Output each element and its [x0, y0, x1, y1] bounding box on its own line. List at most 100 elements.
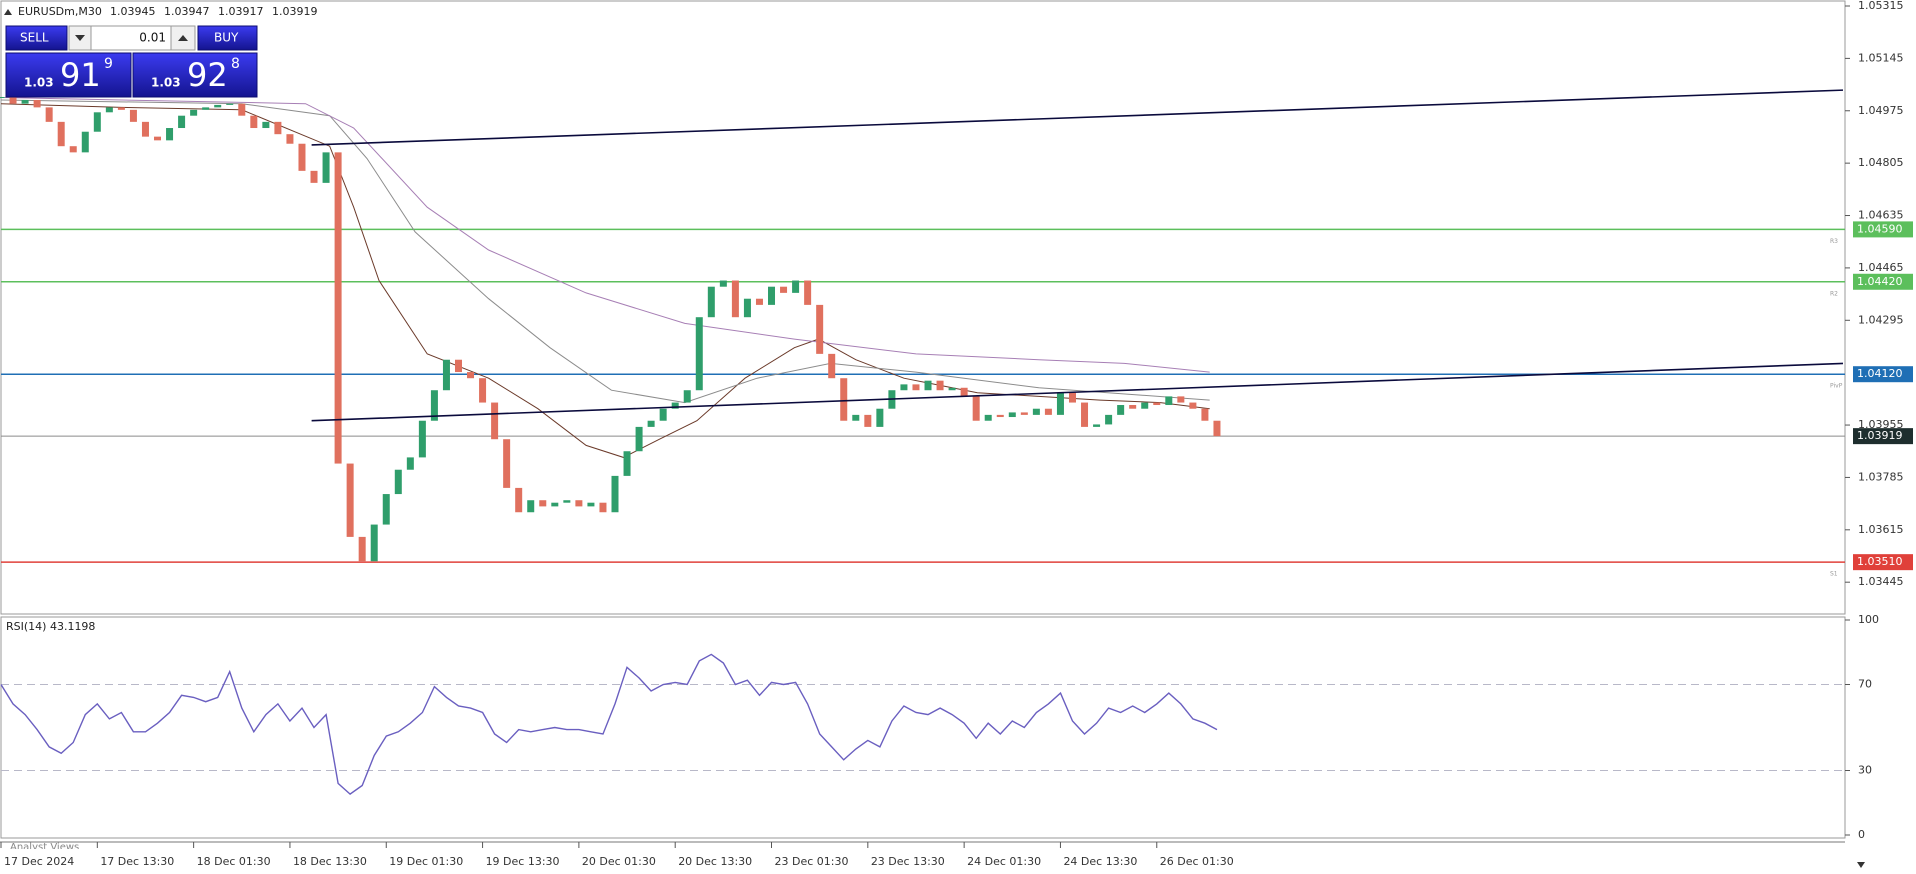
candle: [178, 115, 186, 129]
y-tick-label: 1.04805: [1858, 156, 1904, 169]
moving-average: [0, 97, 1210, 373]
level-label-box: [1853, 273, 1913, 290]
moving-average: [0, 99, 1210, 404]
candle: [1153, 402, 1161, 406]
x-tick-label: 18 Dec 01:30: [197, 855, 271, 868]
y-tick-label: 1.05315: [1858, 0, 1904, 12]
candle: [1044, 408, 1052, 415]
candle: [599, 502, 607, 513]
y-tick-label: 1.04465: [1858, 261, 1904, 274]
candle: [960, 387, 968, 397]
candle: [1008, 412, 1016, 418]
candle: [936, 380, 944, 391]
candle: [1117, 405, 1125, 415]
candle: [1068, 392, 1076, 403]
candle: [804, 280, 812, 305]
quote: 1.03917: [218, 5, 264, 18]
candle: [527, 500, 535, 513]
candle: [792, 280, 800, 293]
candle: [154, 136, 162, 141]
main-panel: [0, 0, 1846, 615]
candle: [33, 99, 41, 108]
quotes: 1.03945 1.03947 1.03917 1.03919: [110, 5, 318, 18]
x-tick-label: 17 Dec 2024: [4, 855, 74, 868]
candle: [418, 420, 426, 458]
bid-box[interactable]: [5, 52, 132, 98]
candle: [479, 378, 487, 403]
candle: [226, 103, 234, 105]
candle: [1165, 396, 1173, 406]
candle: [876, 408, 884, 427]
buy-button[interactable]: [197, 25, 258, 51]
y-tick-label: 1.04975: [1858, 104, 1904, 117]
volume-field[interactable]: [90, 25, 172, 51]
bid-pips: 91: [60, 56, 101, 94]
bid-fraction: 9: [104, 56, 113, 72]
candle: [310, 170, 318, 183]
candle: [996, 414, 1004, 418]
candle: [250, 115, 258, 129]
candle: [190, 109, 198, 116]
analyst-views-tab[interactable]: Analyst Views: [10, 842, 79, 853]
candle: [274, 121, 282, 135]
candle: [1141, 402, 1149, 409]
candle: [214, 104, 222, 108]
candle: [1081, 402, 1089, 427]
candle: [587, 502, 595, 507]
level-tag: R2: [1830, 290, 1838, 297]
quote: 1.03947: [164, 5, 210, 18]
scroll-arrow[interactable]: [1857, 862, 1865, 868]
sell-button[interactable]: [5, 25, 68, 51]
candle: [924, 380, 932, 391]
candle: [442, 359, 450, 391]
candle: [358, 536, 366, 562]
candle: [81, 131, 89, 153]
candle: [467, 372, 475, 379]
candle: [816, 304, 824, 354]
candle: [9, 97, 17, 104]
candle: [262, 121, 270, 129]
ask-pips: 92: [187, 56, 228, 94]
candle: [430, 390, 438, 421]
candle: [129, 109, 137, 122]
trendline: [311, 362, 1844, 422]
quote: 1.03945: [110, 5, 156, 18]
candle: [238, 103, 246, 116]
candle: [828, 353, 836, 379]
level-label-box: [1853, 428, 1913, 445]
y-tick-label: 0: [1858, 828, 1865, 841]
candle: [1020, 412, 1028, 415]
candle: [900, 384, 908, 391]
candle: [707, 286, 715, 318]
candle: [286, 134, 294, 144]
candle: [984, 414, 992, 421]
indicator-title: RSI(14) 43.1198: [6, 620, 95, 633]
volume-value: 0.01: [139, 31, 166, 45]
candle: [683, 390, 691, 403]
candle: [454, 359, 462, 373]
candle: [93, 112, 101, 132]
level-label: 1.04120: [1857, 367, 1903, 380]
x-tick-label: 23 Dec 01:30: [775, 855, 849, 868]
candle: [611, 475, 619, 513]
x-tick-label: 26 Dec 01:30: [1160, 855, 1234, 868]
candle: [382, 494, 390, 525]
level-label-box: [1853, 554, 1913, 571]
ask-box[interactable]: [132, 52, 258, 98]
y-tick-label: 100: [1858, 613, 1879, 626]
level-tag: S1: [1830, 571, 1838, 578]
candle: [394, 469, 402, 495]
down-arrow: [75, 35, 85, 41]
candle: [166, 128, 174, 141]
collapse-arrow[interactable]: [4, 9, 12, 15]
candle: [780, 286, 788, 293]
candle: [57, 121, 65, 147]
candle: [755, 298, 763, 305]
level-label: 1.03510: [1857, 555, 1903, 568]
level-label: 1.04420: [1857, 275, 1903, 288]
candle: [346, 463, 354, 537]
candle: [659, 408, 667, 421]
candle: [1201, 408, 1209, 421]
candle: [695, 317, 703, 391]
